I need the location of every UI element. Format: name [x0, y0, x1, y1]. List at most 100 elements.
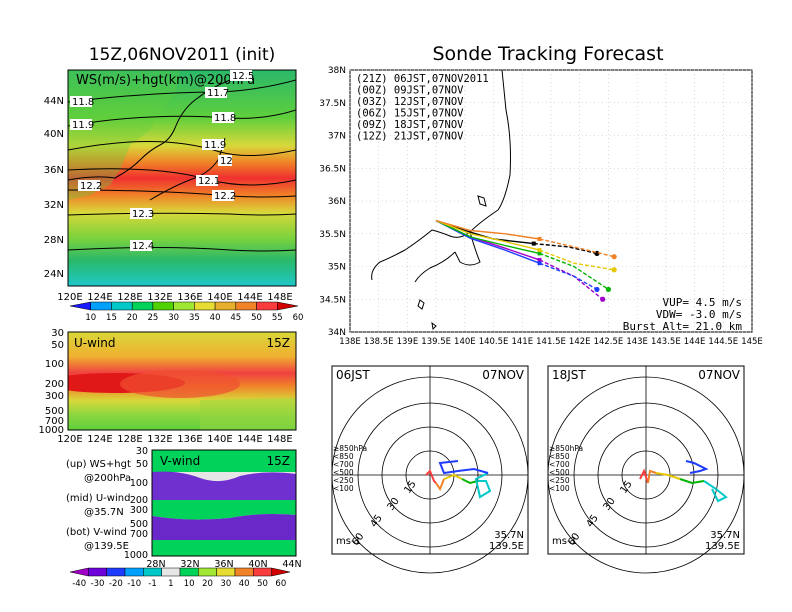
track-burst-marker [537, 261, 542, 266]
contour-label: 12.5 [232, 71, 254, 82]
track-burst-marker [537, 257, 542, 262]
track-legend-item: (21Z) 06JST,07NOV2011 [356, 73, 489, 85]
ws-colorbar-cell [256, 301, 278, 311]
track-lon-tick: 145E [741, 337, 763, 347]
track-lon-tick: 141E [511, 337, 533, 347]
polar-hodograph-segment [474, 472, 492, 499]
track-lon-tick: 138.5E [364, 337, 394, 347]
polar-legend-item: <500 [333, 468, 354, 477]
v-p-tick: 50 [136, 459, 148, 470]
polar-legend-item: ≥850hPa [549, 444, 583, 453]
ws-label: WS(m/s)+hgt(km)@200hPa [76, 73, 255, 88]
polar-right: 18JST 07NOV35.7N139.5Ems-115304560≥850hPa… [547, 365, 745, 574]
polar-legend-item: <850 [333, 452, 354, 461]
coastline [68, 79, 231, 181]
ws-colorbar-cell [235, 301, 257, 311]
polar-time: 06JST [336, 368, 370, 382]
contour-label: 12 [220, 156, 233, 167]
note-bot-1: (bot) V-wind [66, 527, 127, 538]
polar-hodograph-segment [425, 469, 437, 484]
track-line-descent [533, 242, 598, 255]
polar-hodograph-segment [639, 468, 649, 484]
v-p-tick: 200 [130, 495, 148, 506]
v-colorbar-cell [198, 567, 217, 577]
u-lon-tick: 136E [177, 434, 202, 445]
ws-colorbar-label: 15 [106, 313, 117, 323]
ws-colorbar-label: 20 [127, 313, 138, 323]
ws-lon-tick: 140E [207, 292, 232, 303]
v-p-tick: 700 [130, 529, 148, 540]
legend-notes: (up) WS+hgt @200hPa (mid) U-wind @35.7N … [66, 459, 131, 552]
ws-colorbar-cell [152, 301, 174, 311]
ws-colorbar-label: 60 [293, 313, 304, 323]
polar-legend-item: ≥850hPa [333, 444, 367, 453]
polar-legend-item: <850 [549, 452, 570, 461]
polar-lat: 35.7N [494, 530, 524, 541]
contour-label: 11.7 [207, 88, 229, 99]
track-lon-tick: 143.5E [651, 337, 681, 347]
u-wind-time: 15Z [267, 336, 291, 350]
v-lat-tick: 40N [248, 559, 267, 570]
ws-colorbar-cell [173, 301, 195, 311]
v-p-tick: 100 [130, 478, 148, 489]
vdw-text: VDW= -3.0 m/s [656, 308, 742, 321]
u-p-tick: 1000 [39, 425, 64, 436]
track-lon-tick: 140.5E [479, 337, 509, 347]
ws-lon-tick: 148E [267, 292, 292, 303]
track-lon-tick: 142E [569, 337, 591, 347]
polar-hodograph-segment [443, 473, 463, 480]
ws-lat-tick: 24N [44, 269, 64, 280]
ws-lon-tick: 136E [177, 292, 202, 303]
v-wind-time: 15Z [267, 454, 291, 468]
u-lon-tick: 140E [207, 434, 232, 445]
track-burst-marker [537, 251, 542, 256]
contour-label: 12.4 [132, 241, 154, 252]
v-colorbar-label: 20 [202, 579, 213, 589]
u-p-tick: 50 [51, 340, 64, 351]
contour-label: 11.9 [204, 140, 226, 151]
v-colorbar-label: -40 [72, 579, 86, 589]
note-mid-1: (mid) U-wind [66, 493, 130, 504]
ws-colorbar-label: 55 [272, 313, 283, 323]
ws-lat-tick: 32N [44, 200, 64, 211]
v-colorbar-cell [234, 567, 254, 577]
land-asia [68, 70, 180, 200]
track-lon-tick: 143E [626, 337, 648, 347]
contour-label: 11.8 [214, 113, 236, 124]
v-colorbar-label: -1 [148, 579, 156, 589]
left-title: 15Z,06NOV2011 (init) [89, 45, 276, 65]
v-colorbar-label: -30 [91, 579, 105, 589]
tracking-coastline [371, 69, 511, 331]
v-lat-tick: 44N [282, 559, 301, 570]
v-colorbar-cell [253, 567, 272, 577]
polar-date: 07NOV [698, 368, 740, 382]
polar-hodograph-segment [647, 469, 657, 484]
ws-colorbar-label: 40 [210, 313, 221, 323]
track-line-descent [539, 238, 615, 258]
ws-colorbar-label: 30 [168, 313, 179, 323]
v-p-tick: 300 [130, 505, 148, 516]
track-lon-tick: 144.5E [708, 337, 738, 347]
track-lat-tick: 35N [328, 263, 346, 273]
polar-hodograph-segment [438, 460, 489, 475]
ws-colorbar-label: 45 [230, 313, 241, 323]
ws-colorbar-label: 10 [85, 313, 96, 323]
contour-label: 12.1 [198, 176, 220, 187]
ws-lat-tick: 36N [44, 165, 64, 176]
track-lat-tick: 34.5N [319, 295, 346, 305]
v-p-tick: 1000 [124, 550, 148, 561]
v-colorbar-cell [271, 567, 291, 577]
track-legend-item: (00Z) 09JST,07NOV [356, 85, 464, 97]
track-burst-marker [537, 248, 542, 253]
track-endpoint [611, 254, 617, 260]
note-mid-2: @35.7N [84, 507, 124, 518]
polar-unit: ms-1 [552, 536, 577, 547]
track-line-ascent [435, 219, 540, 255]
contour-label: 12.2 [80, 181, 102, 192]
track-lon-tick: 142.5E [594, 337, 624, 347]
v-wind-label: V-wind [160, 454, 200, 468]
v-colorbar-label: -20 [109, 579, 123, 589]
polar-lat: 35.7N [710, 530, 740, 541]
